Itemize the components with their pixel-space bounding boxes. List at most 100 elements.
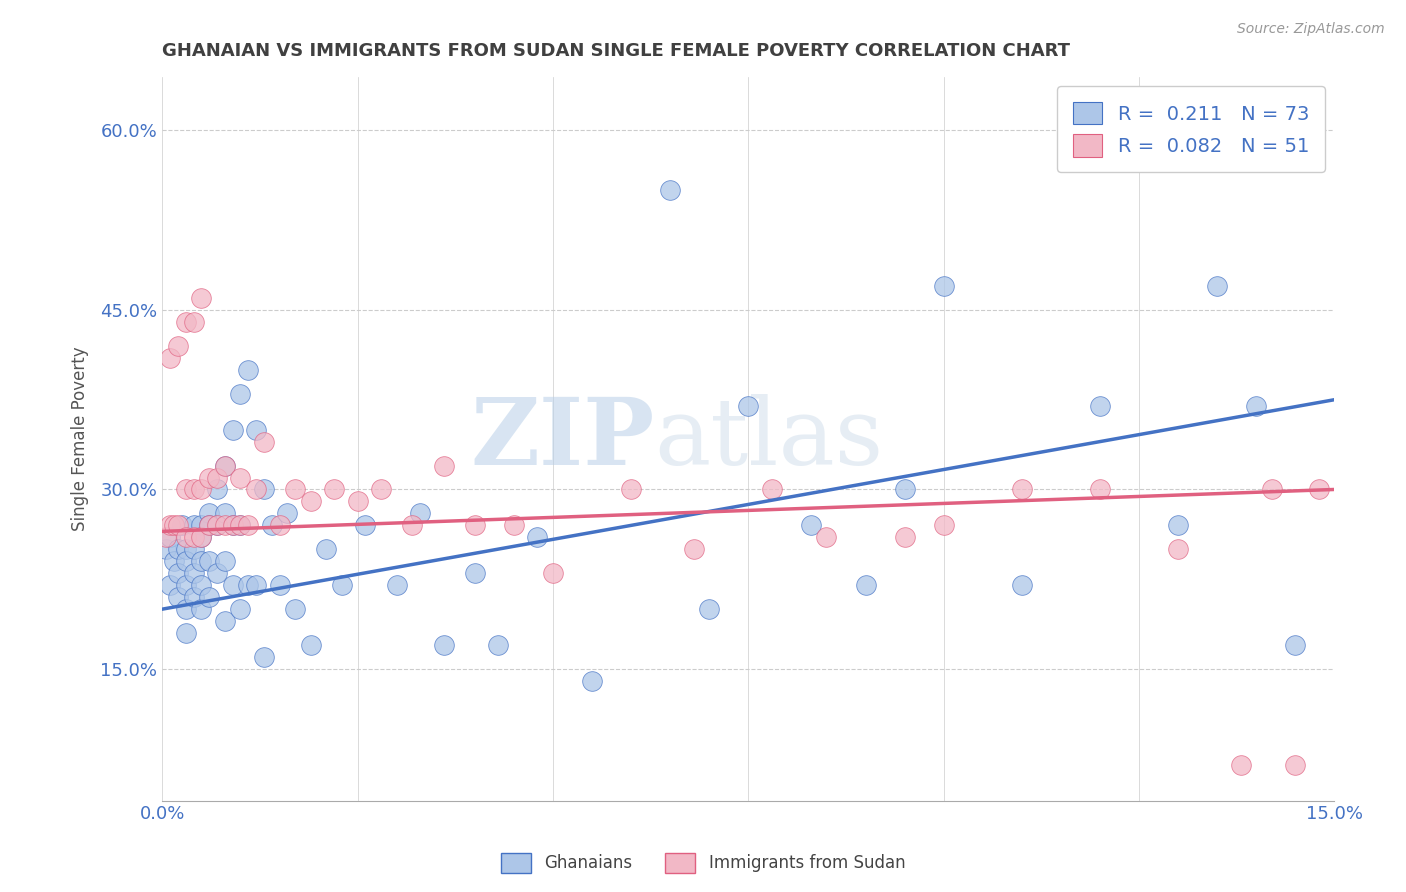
Point [159,578,181,592]
Point [174,530,197,544]
Point [214,458,236,473]
Point [174,315,197,329]
Point [205,483,228,497]
Point [190,291,212,305]
Point [205,518,228,533]
Point [464,566,486,581]
Point [245,578,267,592]
Point [214,614,236,628]
Point [253,434,276,449]
Point [761,483,783,497]
Point [183,566,205,581]
Point [190,578,212,592]
Point [1011,578,1033,592]
Point [183,542,205,557]
Point [190,554,212,568]
Point [190,518,212,533]
Point [198,590,221,604]
Point [238,363,260,377]
Point [163,554,186,568]
Point [221,423,243,437]
Point [198,507,221,521]
Point [1088,399,1111,413]
Point [855,578,877,592]
Point [238,578,260,592]
Point [229,386,252,401]
Point [198,518,221,533]
Point [433,638,456,652]
Point [229,518,252,533]
Point [409,507,432,521]
Point [167,339,190,353]
Point [167,542,190,557]
Point [526,530,548,544]
Point [198,470,221,484]
Point [183,315,205,329]
Point [503,518,526,533]
Point [1244,399,1267,413]
Point [269,578,291,592]
Point [1167,518,1189,533]
Point [214,554,236,568]
Point [401,518,423,533]
Point [269,518,291,533]
Legend: R =  0.211   N = 73, R =  0.082   N = 51: R = 0.211 N = 73, R = 0.082 N = 51 [1057,87,1324,172]
Point [174,542,197,557]
Point [464,518,486,533]
Point [214,518,236,533]
Text: ZIP: ZIP [471,393,655,483]
Point [620,483,643,497]
Point [183,530,205,544]
Point [221,518,243,533]
Point [155,542,177,557]
Point [1284,638,1306,652]
Point [315,542,337,557]
Point [1308,483,1330,497]
Point [253,650,276,665]
Point [682,542,704,557]
Point [893,483,915,497]
Point [1088,483,1111,497]
Point [1229,757,1251,772]
Point [260,518,283,533]
Point [932,518,955,533]
Point [159,351,181,365]
Point [299,494,322,508]
Point [190,530,212,544]
Point [581,673,603,688]
Point [174,578,197,592]
Point [229,602,252,616]
Point [214,507,236,521]
Point [245,483,267,497]
Point [1167,542,1189,557]
Point [198,518,221,533]
Point [155,530,177,544]
Point [221,518,243,533]
Point [346,494,368,508]
Point [214,458,236,473]
Point [221,578,243,592]
Point [433,458,456,473]
Point [229,518,252,533]
Point [205,518,228,533]
Point [229,470,252,484]
Point [167,518,190,533]
Legend: Ghanaians, Immigrants from Sudan: Ghanaians, Immigrants from Sudan [494,847,912,880]
Point [167,590,190,604]
Point [190,483,212,497]
Point [1261,483,1284,497]
Point [659,183,682,197]
Point [170,518,193,533]
Text: Source: ZipAtlas.com: Source: ZipAtlas.com [1237,22,1385,37]
Point [198,554,221,568]
Point [253,483,276,497]
Point [1206,279,1229,293]
Point [354,518,377,533]
Point [541,566,564,581]
Point [486,638,509,652]
Point [238,518,260,533]
Point [385,578,408,592]
Point [299,638,322,652]
Point [697,602,720,616]
Point [800,518,823,533]
